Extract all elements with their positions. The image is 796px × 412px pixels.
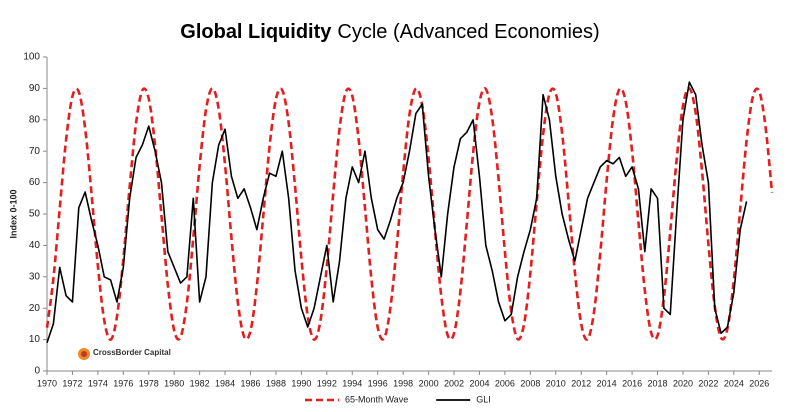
logo-text: CrossBorder Capital (93, 348, 171, 357)
x-tick-label: 2014 (597, 378, 617, 388)
x-tick-label: 1974 (88, 378, 108, 388)
y-tick-label: 60 (29, 177, 41, 188)
x-tick-label: 1970 (37, 378, 57, 388)
x-tick-label: 2020 (673, 378, 693, 388)
x-tick-label: 1984 (215, 378, 235, 388)
chart-title: Global Liquidity Cycle (Advanced Economie… (180, 21, 599, 43)
x-tick-label: 2018 (648, 378, 668, 388)
x-tick-label: 2010 (546, 378, 566, 388)
x-tick-label: 2004 (469, 378, 489, 388)
logo-icon-inner (81, 351, 87, 357)
x-tick-label: 2026 (749, 378, 769, 388)
y-tick-label: 0 (34, 366, 40, 377)
y-tick-label: 20 (29, 303, 41, 314)
y-tick-label: 90 (29, 83, 41, 94)
x-tick-label: 1992 (317, 378, 337, 388)
y-tick-label: 70 (29, 146, 41, 157)
logo: CrossBorder Capital (78, 348, 171, 360)
x-tick-label: 1988 (266, 378, 286, 388)
x-tick-label: 1998 (393, 378, 413, 388)
x-tick-label: 1982 (190, 378, 210, 388)
x-tick-label: 2012 (571, 378, 591, 388)
legend-label: 65-Month Wave (345, 394, 408, 404)
x-tick-label: 2002 (444, 378, 464, 388)
title-regular: Cycle (Advanced Economies) (337, 21, 599, 43)
y-tick-label: 80 (29, 114, 41, 125)
x-tick-label: 2016 (622, 378, 642, 388)
y-tick-label: 30 (29, 271, 41, 282)
title-bold: Global Liquidity (180, 21, 332, 43)
x-tick-label: 1980 (164, 378, 184, 388)
x-tick-label: 1976 (113, 378, 133, 388)
y-tick-label: 40 (29, 240, 41, 251)
x-tick-label: 2008 (520, 378, 540, 388)
y-tick-label: 10 (29, 334, 41, 345)
legend-label: GLI (476, 394, 491, 404)
x-tick-label: 2000 (419, 378, 439, 388)
x-tick-label: 1990 (291, 378, 311, 388)
x-tick-label: 2022 (698, 378, 718, 388)
x-tick-label: 1972 (62, 378, 82, 388)
series-line (45, 87, 774, 341)
x-tick-label: 1986 (240, 378, 260, 388)
x-tick-label: 1978 (139, 378, 159, 388)
y-axis-label: Index 0-100 (8, 189, 18, 238)
x-tick-label: 2006 (495, 378, 515, 388)
x-tick-label: 1994 (342, 378, 362, 388)
x-tick-label: 1996 (368, 378, 388, 388)
y-tick-label: 50 (29, 209, 41, 220)
series-line (46, 81, 748, 343)
x-tick-label: 2024 (724, 378, 744, 388)
y-tick-label: 100 (23, 52, 40, 63)
